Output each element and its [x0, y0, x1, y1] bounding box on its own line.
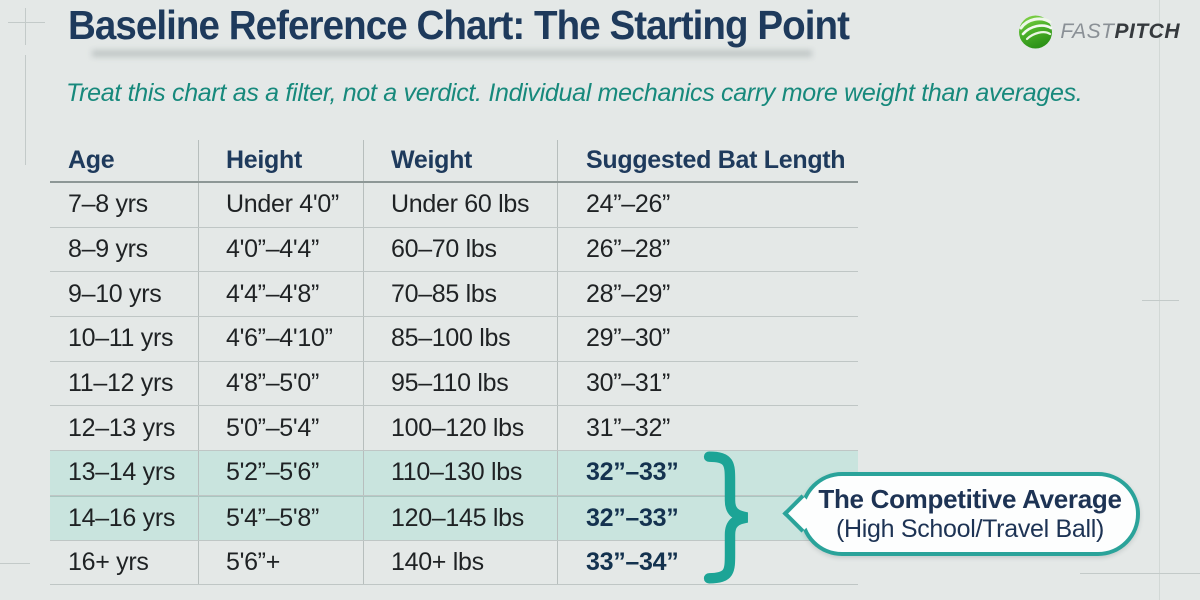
column-header: Height [198, 140, 363, 181]
column-header: Suggested Bat Length [557, 140, 858, 181]
page-title: Baseline Reference Chart: The Starting P… [68, 2, 850, 48]
brand-wordmark: FASTPITCH [1060, 20, 1180, 44]
table-row: 10–11 yrs 4'6”–4'10” 85–100 lbs 29”–30” [50, 317, 858, 362]
callout-title: The Competitive Average [818, 484, 1122, 514]
table-row: 12–13 yrs 5'0”–5'4” 100–120 lbs 31”–32” [50, 406, 858, 452]
table-cell: 60–70 lbs [363, 227, 557, 272]
table-cell: 140+ lbs [363, 540, 557, 585]
table-cell: 13–14 yrs [68, 458, 176, 487]
table-cell: 7–8 yrs [68, 190, 148, 219]
table-cell: 120–145 lbs [363, 496, 557, 540]
brace-annotation [697, 451, 763, 584]
registration-mark [25, 55, 26, 165]
table-cell: 85–100 lbs [363, 317, 557, 361]
registration-mark [0, 563, 30, 564]
table-cell: 24”–26” [557, 183, 858, 227]
table-row: 11–12 yrs 4'8”–5'0” 95–110 lbs 30”–31” [50, 361, 858, 407]
column-header: Age [68, 146, 115, 174]
table-cell: 70–85 lbs [363, 272, 557, 317]
table-cell: 10–11 yrs [68, 324, 174, 353]
brand-pitch: PITCH [1114, 19, 1180, 43]
table-cell: 110–130 lbs [363, 451, 557, 495]
title-shadow [92, 50, 812, 57]
table-cell: 4'8”–5'0” [198, 361, 363, 406]
table-cell: 4'4”–4'8” [198, 272, 363, 317]
table-cell: 5'6”+ [198, 540, 363, 585]
table-cell: 4'6”–4'10” [198, 317, 363, 361]
registration-mark [1080, 573, 1200, 574]
table-cell: 14–16 yrs [68, 503, 176, 532]
table-cell: 5'0”–5'4” [198, 406, 363, 451]
column-header: Weight [363, 140, 557, 181]
table-cell: 32”–33” [557, 451, 858, 495]
table-cell: 12–13 yrs [68, 413, 176, 442]
table-cell: 26”–28” [557, 227, 858, 272]
registration-mark [25, 8, 26, 45]
table-header-row: Age Height Weight Suggested Bat Length [50, 140, 858, 183]
callout-bubble: The Competitive Average (High School/Tra… [782, 472, 1140, 556]
brand-logo: FASTPITCH [1017, 13, 1180, 50]
registration-mark [1142, 300, 1179, 301]
table-cell: 16+ yrs [68, 547, 149, 576]
table-row: 14–16 yrs 5'4”–5'8” 120–145 lbs 32”–33” [50, 495, 858, 541]
table-row: 16+ yrs 5'6”+ 140+ lbs 33”–34” [50, 540, 858, 586]
table-cell: 28”–29” [557, 272, 858, 317]
table-row: 7–8 yrs Under 4'0” Under 60 lbs 24”–26” [50, 183, 858, 228]
table-row: 9–10 yrs 4'4”–4'8” 70–85 lbs 28”–29” [50, 272, 858, 318]
brand-fast: FAST [1060, 19, 1115, 43]
fastpitch-ball-icon [1017, 13, 1054, 50]
table-cell: 95–110 lbs [363, 361, 557, 406]
table-cell: Under 60 lbs [363, 183, 557, 227]
registration-mark [8, 22, 45, 23]
table-cell: 33”–34” [557, 540, 858, 585]
table-cell: 5'2”–5'6” [198, 451, 363, 495]
table-cell: 9–10 yrs [68, 279, 162, 308]
table-cell: 8–9 yrs [68, 235, 148, 264]
table-cell: 4'0”–4'4” [198, 227, 363, 272]
table-cell: 31”–32” [557, 406, 858, 451]
table-cell: 32”–33” [557, 496, 858, 540]
reference-table: Age Height Weight Suggested Bat Length 7–8 y… [50, 140, 858, 586]
table-cell: 11–12 yrs [68, 369, 174, 398]
table-cell: 5'4”–5'8” [198, 496, 363, 540]
table-cell: 29”–30” [557, 317, 858, 361]
table-cell: 100–120 lbs [363, 406, 557, 451]
page-subtitle: Treat this chart as a filter, not a verd… [66, 79, 1083, 107]
table-cell: 30”–31” [557, 361, 858, 406]
table-cell: Under 4'0” [198, 183, 363, 227]
table-row: 8–9 yrs 4'0”–4'4” 60–70 lbs 26”–28” [50, 227, 858, 273]
callout-subtitle: (High School/Travel Ball) [835, 515, 1105, 543]
